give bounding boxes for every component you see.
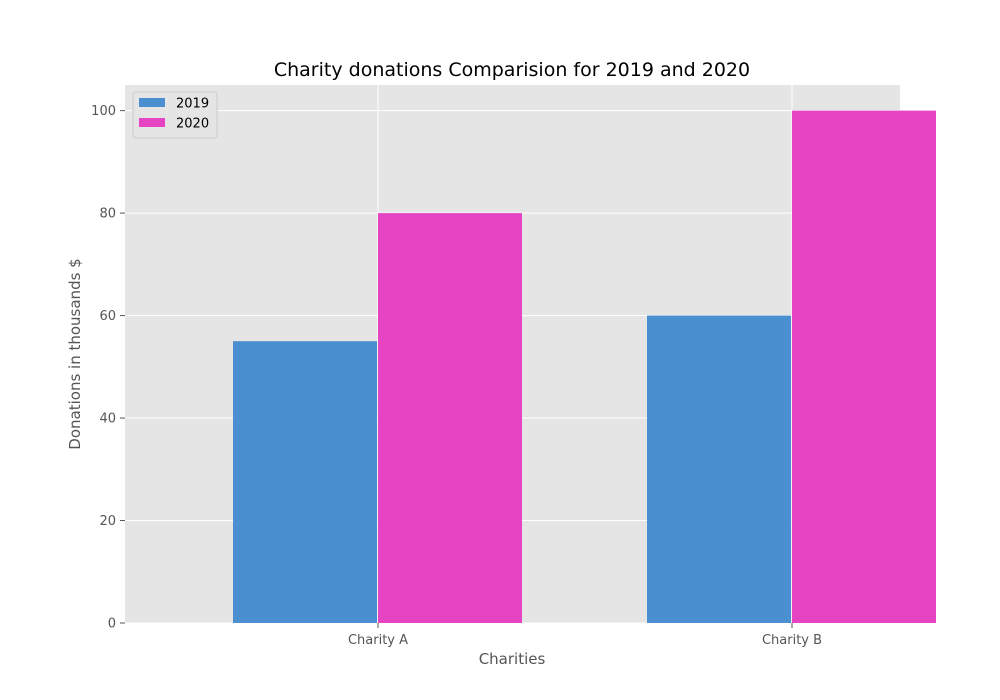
y-axis-label: Donations in thousands $: [66, 258, 84, 449]
legend-swatch-2019: [139, 98, 165, 107]
bars: [233, 110, 936, 624]
legend-swatch-2020: [139, 118, 165, 127]
bar-2020-charity-b: [792, 110, 936, 624]
y-axis-ticks: 0 20 40 60 80 100: [91, 104, 125, 632]
chart-title: Charity donations Comparision for 2019 a…: [274, 59, 750, 81]
bar-2020-charity-a: [378, 213, 522, 623]
x-axis-ticks: Charity A Charity B: [348, 623, 822, 648]
y-tick-label: 20: [99, 514, 116, 529]
y-tick-label: 0: [108, 617, 116, 632]
x-tick-label: Charity B: [762, 633, 822, 648]
bar-2019-charity-a: [233, 341, 377, 623]
bar-2019-charity-b: [647, 315, 791, 623]
y-tick-label: 80: [99, 207, 116, 222]
legend: 2019 2020: [132, 91, 218, 139]
y-tick-label: 100: [91, 104, 116, 119]
legend-label-2019: 2019: [176, 97, 209, 112]
y-tick-label: 60: [99, 309, 116, 324]
y-tick-label: 40: [99, 412, 116, 427]
x-axis-label: Charities: [479, 650, 546, 668]
legend-label-2020: 2020: [176, 117, 209, 132]
x-tick-label: Charity A: [348, 633, 408, 648]
